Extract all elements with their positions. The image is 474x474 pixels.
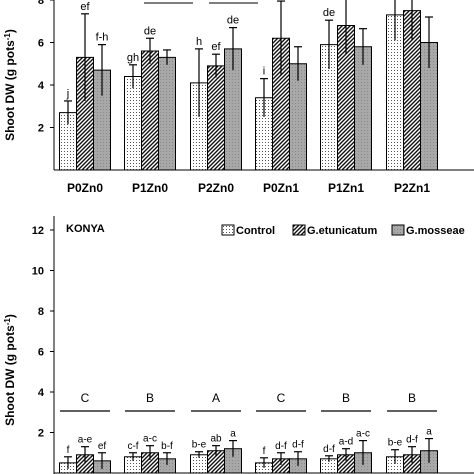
group-letter: B — [146, 391, 154, 405]
y-tick-label: 8 — [38, 0, 44, 7]
legend-label-mosseae: G.mosseae — [406, 225, 465, 237]
group-letter: C — [277, 391, 286, 405]
significance-letter: d-f — [275, 441, 287, 452]
significance-letter: a — [230, 429, 236, 440]
significance-letter: f — [263, 446, 266, 457]
y-tick-label: 4 — [38, 387, 45, 399]
significance-letter: d-f — [292, 440, 304, 451]
y-tick-label: 2 — [38, 428, 44, 440]
significance-letter: c-f — [127, 441, 138, 452]
legend: Control G.etunicatum G.mosseae — [221, 224, 465, 237]
bottom-y-axis-label: Shoot DW (g pots-1) — [3, 314, 17, 426]
significance-letter: f-h — [96, 32, 109, 44]
significance-letter: de — [227, 15, 239, 27]
category-label: P0Zn0 — [67, 181, 103, 195]
significance-letter: b-e — [192, 440, 207, 451]
significance-letter: ef — [98, 441, 107, 452]
bar-mosseae — [354, 46, 372, 171]
category-label: P2Zn0 — [198, 181, 234, 195]
group-letter: B — [342, 391, 350, 405]
significance-letter: b-e — [388, 438, 403, 449]
legend-swatch-mosseae — [391, 224, 405, 236]
group-letter: A — [212, 391, 220, 405]
y-tick-label: 12 — [32, 225, 44, 237]
bar-etunicatum — [207, 65, 225, 171]
category-label: P2Zn1 — [394, 181, 430, 195]
y-tick-label: 8 — [38, 306, 44, 318]
y-tick-label: 6 — [38, 347, 44, 359]
significance-letter: de — [323, 7, 335, 19]
top-y-axis-label: Shoot DW (g pots-1) — [3, 29, 17, 141]
y-tick-label: 2 — [38, 123, 44, 135]
category-label: P1Zn0 — [132, 181, 168, 195]
significance-letter: d-f — [323, 444, 335, 455]
significance-letter: ef — [80, 1, 90, 13]
significance-letter: ef — [211, 41, 221, 53]
bottom-panel: KONYA Shoot DW (g pots-1) Control G.etun… — [3, 216, 474, 474]
legend-label-etunicatum: G.etunicatum — [307, 225, 378, 237]
bar-etunicatum — [141, 50, 159, 171]
significance-letter: j — [66, 88, 69, 100]
significance-letter: de — [144, 25, 156, 37]
significance-letter: d-f — [406, 435, 418, 446]
significance-letter: b-f — [161, 441, 173, 452]
significance-letter: f — [67, 445, 70, 456]
bottom-panel-title: KONYA — [66, 223, 105, 235]
significance-letter: a-c — [143, 434, 157, 445]
significance-letter: a-e — [78, 435, 93, 446]
legend-swatch-control — [221, 224, 235, 236]
legend-swatch-etunicatum — [292, 224, 306, 236]
significance-letter: a — [426, 427, 432, 438]
group-letter: C — [81, 391, 90, 405]
bar-control — [124, 76, 142, 171]
category-label: P0Zn1 — [263, 181, 299, 195]
legend-label-control: Control — [236, 225, 275, 237]
significance-letter: i — [263, 66, 265, 78]
category-label: P1Zn1 — [328, 181, 364, 195]
y-tick-label: 10 — [32, 266, 44, 278]
y-tick-label: 6 — [38, 38, 44, 50]
significance-letter: a-c — [356, 429, 370, 440]
y-tick-label: 4 — [38, 80, 45, 92]
group-letter: B — [408, 391, 416, 405]
bar-mosseae — [158, 56, 176, 171]
significance-letter: h — [196, 36, 202, 48]
significance-letter: gh — [127, 52, 139, 64]
significance-letter: a-d — [339, 437, 353, 448]
significance-letter: ab — [210, 434, 222, 445]
